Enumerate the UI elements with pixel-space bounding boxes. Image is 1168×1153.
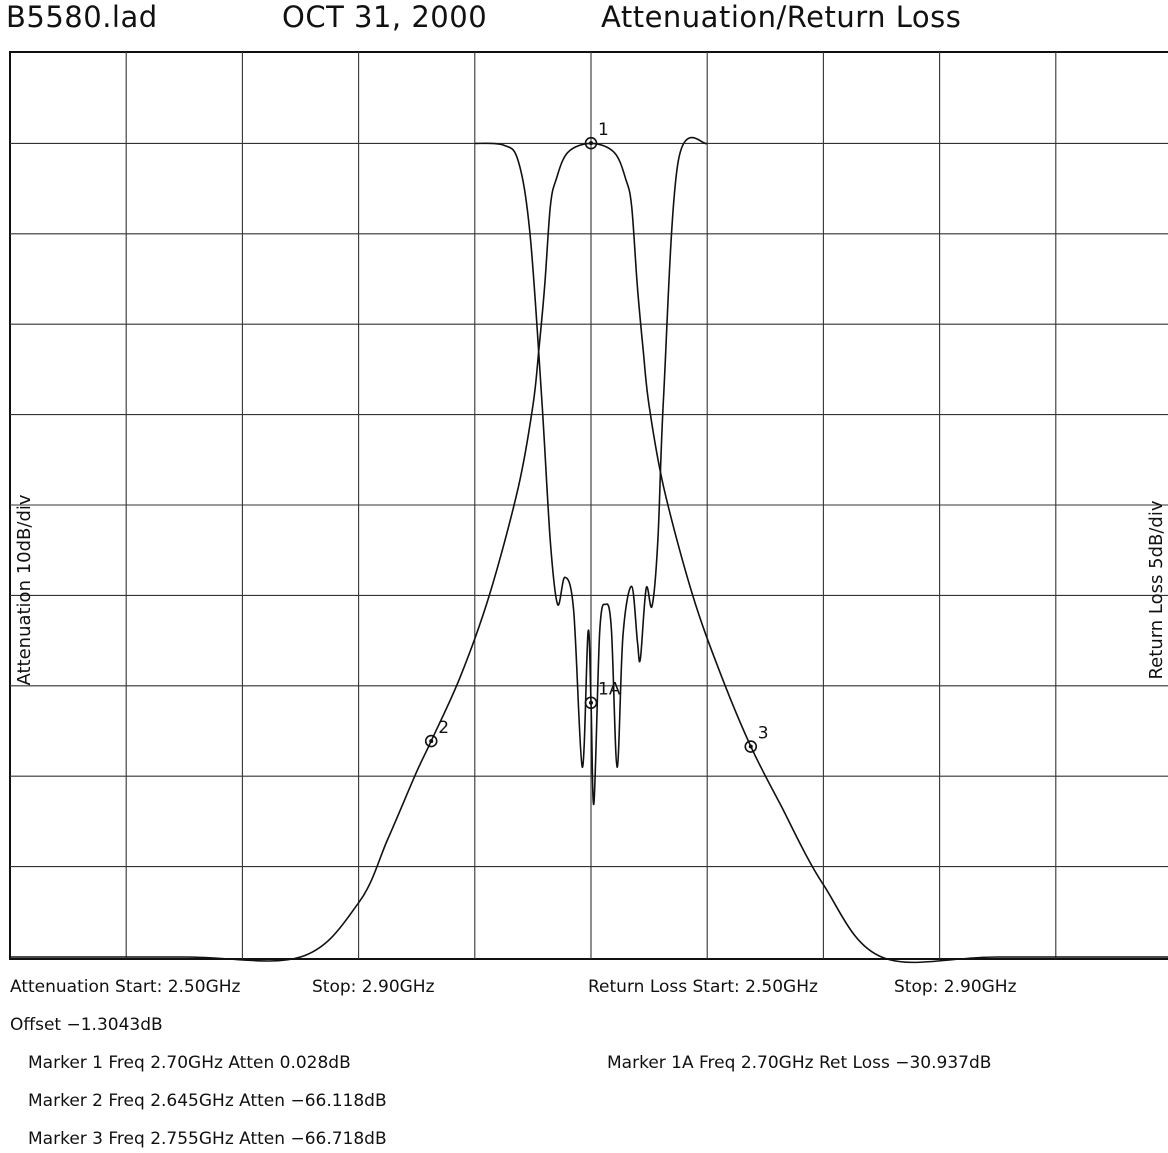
attenuation-return-loss-chart: 1 1A 2 3 Attenuation 10dB/div Return Loss 5… [9, 51, 1168, 964]
plot-date: OCT 31, 2000 [282, 0, 488, 34]
grid [10, 52, 1168, 959]
marker-1a-symbol [584, 696, 598, 710]
marker-1a-label: 1A [598, 680, 621, 700]
marker-1-symbol [584, 136, 598, 150]
marker-1a-readout: Marker 1A Freq 2.70GHz Ret Loss −30.937d… [607, 1053, 992, 1073]
plot-title: Attenuation/Return Loss [601, 0, 962, 34]
file-name: B5580.lad [6, 0, 158, 34]
marker-3-readout: Marker 3 Freq 2.755GHz Atten −66.718dB [28, 1129, 387, 1149]
marker-2-dot [429, 739, 434, 744]
marker-2-readout: Marker 2 Freq 2.645GHz Atten −66.118dB [28, 1091, 387, 1111]
marker-3-dot [748, 744, 753, 749]
marker-2-symbol [424, 734, 438, 748]
marker-1-readout: Marker 1 Freq 2.70GHz Atten 0.028dB [28, 1053, 351, 1073]
attenuation-stop: Stop: 2.90GHz [312, 977, 435, 997]
series-group [9, 136, 1168, 964]
return-loss-stop: Stop: 2.90GHz [894, 977, 1017, 997]
marker-group: 1 1A 2 3 [424, 120, 769, 753]
return-loss-trace [474, 136, 708, 806]
marker-1a-dot [589, 700, 593, 705]
left-axis-label: Attenuation 10dB/div [14, 494, 35, 685]
marker-3-label: 3 [758, 724, 769, 744]
attenuation-start: Attenuation Start: 2.50GHz [10, 977, 241, 997]
attenuation-trace [9, 142, 1168, 964]
right-axis-label: Return Loss 5dB/div [1146, 500, 1167, 679]
marker-2-label: 2 [438, 718, 449, 738]
offset-readout: Offset −1.3043dB [10, 1015, 163, 1035]
marker-1-dot [589, 141, 593, 146]
marker-1-label: 1 [598, 120, 609, 140]
marker-3-symbol [744, 740, 758, 753]
return-loss-start: Return Loss Start: 2.50GHz [588, 977, 818, 997]
